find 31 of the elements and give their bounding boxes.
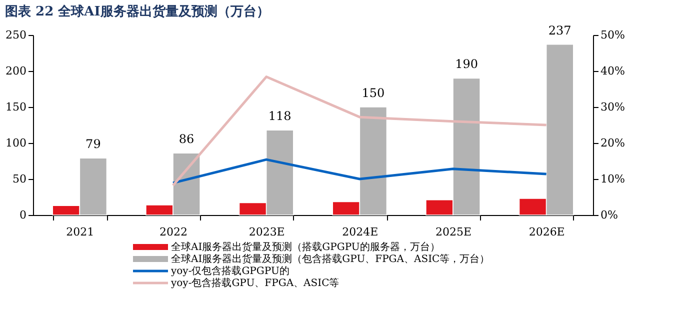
y2-tick-label: 20% <box>600 136 625 150</box>
y2-tick-label: 50% <box>600 28 625 42</box>
legend-label: 全球AI服务器出货量及预测（搭载GPGPU的服务器，万台） <box>171 241 440 253</box>
y-tick-label: 250 <box>6 28 26 42</box>
y-tick-label: 0 <box>20 208 26 222</box>
x-tick-label: 2026E <box>528 226 565 238</box>
legend-label: yoy-包含搭载GPU、FPGA、ASIC等 <box>170 277 340 289</box>
data-label: 237 <box>548 23 572 38</box>
x-tick-label: 2021 <box>66 226 94 238</box>
data-label: 190 <box>455 57 478 72</box>
y2-tick-label: 30% <box>600 100 625 114</box>
line-series <box>172 158 548 184</box>
x-tick-label: 2025E <box>435 226 472 238</box>
x-tick-label: 2024E <box>342 226 378 238</box>
data-label: 86 <box>178 132 194 146</box>
y2-tick-label: 0% <box>600 208 618 222</box>
y2-tick-label: 10% <box>600 172 625 186</box>
legend-label: 全球AI服务器出货量及预测（包含搭载GPU、FPGA、ASIC等，万台） <box>171 253 490 265</box>
legend-label: yoy-仅包含搭载GPGPU的 <box>170 265 290 277</box>
data-label: 150 <box>362 86 385 100</box>
x-tick-label: 2022 <box>160 226 188 238</box>
y2-tick-label: 40% <box>600 64 625 78</box>
y-tick-label: 100 <box>6 136 26 150</box>
chart-title: 图表 22 全球AI服务器出货量及预测（万台） <box>5 3 270 20</box>
x-tick-label: 2023E <box>248 226 285 238</box>
y-tick-label: 50 <box>12 172 26 186</box>
data-label: 118 <box>268 109 292 124</box>
data-label: 79 <box>86 137 101 152</box>
y-tick-label: 150 <box>6 100 26 114</box>
line-series <box>172 76 548 187</box>
y-tick-label: 200 <box>6 64 26 78</box>
